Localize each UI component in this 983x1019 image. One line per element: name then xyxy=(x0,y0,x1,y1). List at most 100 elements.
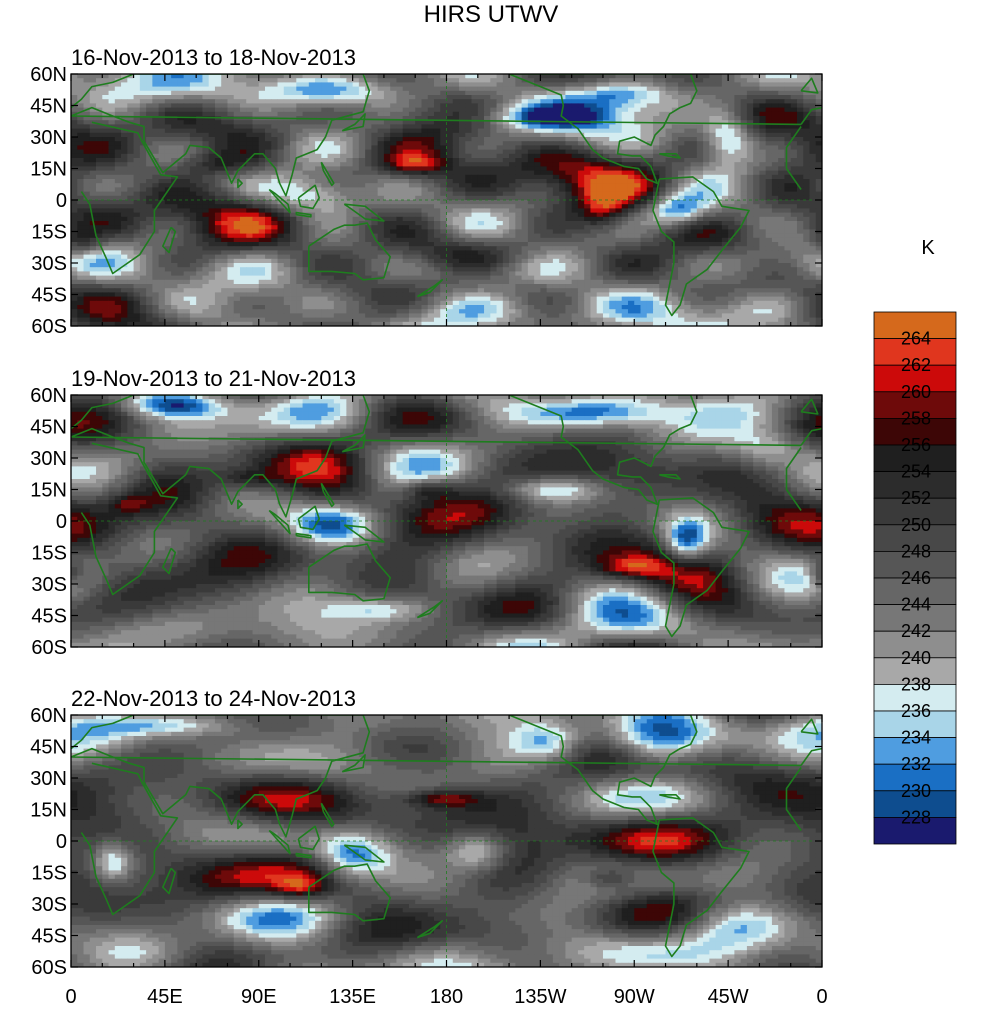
field-cell xyxy=(246,107,253,113)
field-cell xyxy=(208,124,216,129)
field-cell xyxy=(108,166,116,171)
field-cell xyxy=(559,212,566,218)
field-cell xyxy=(315,107,322,113)
field-cell xyxy=(365,74,372,79)
field-cell xyxy=(521,233,529,239)
field-cell xyxy=(152,179,160,184)
field-cell xyxy=(233,216,241,222)
field-cell xyxy=(534,86,541,92)
field-cell xyxy=(596,208,604,213)
field-cell xyxy=(684,124,691,129)
field-cell xyxy=(471,162,479,167)
field-cell xyxy=(340,145,347,150)
field-cell xyxy=(283,242,291,247)
field-cell xyxy=(627,116,635,121)
field-cell xyxy=(584,233,591,239)
field-cell xyxy=(809,187,817,192)
field-cell xyxy=(552,141,560,146)
field-cell xyxy=(596,216,604,222)
field-cell xyxy=(277,208,285,213)
field-cell xyxy=(189,237,197,243)
field-cell xyxy=(396,233,404,239)
field-cell xyxy=(753,145,760,150)
field-cell xyxy=(446,145,454,150)
field-cell xyxy=(459,200,466,205)
field-cell xyxy=(208,216,216,222)
field-cell xyxy=(239,158,247,163)
field-cell xyxy=(421,187,429,192)
field-cell xyxy=(640,74,648,79)
field-cell xyxy=(559,242,566,247)
field-cell xyxy=(596,204,604,209)
field-cell xyxy=(371,242,379,247)
field-cell xyxy=(671,174,679,180)
field-cell xyxy=(308,82,316,87)
field-cell xyxy=(258,200,266,205)
field-cell xyxy=(477,132,485,138)
field-cell xyxy=(315,200,322,205)
field-cell xyxy=(340,74,347,79)
field-cell xyxy=(790,95,798,100)
field-cell xyxy=(715,158,723,163)
field-cell xyxy=(796,141,804,146)
field-cell xyxy=(746,174,754,180)
field-cell xyxy=(546,124,554,129)
field-cell xyxy=(602,200,610,205)
field-cell xyxy=(108,221,116,226)
field-cell xyxy=(202,166,210,171)
field-cell xyxy=(740,145,748,150)
field-cell xyxy=(71,153,78,159)
field-cell xyxy=(778,237,785,243)
field-cell xyxy=(108,170,116,176)
field-cell xyxy=(371,82,379,87)
field-cell xyxy=(265,149,272,155)
field-cell xyxy=(183,200,191,205)
field-cell xyxy=(634,200,641,205)
field-cell xyxy=(396,179,404,184)
field-cell xyxy=(340,237,347,243)
field-cell xyxy=(296,187,303,192)
field-cell xyxy=(540,170,548,176)
field-cell xyxy=(584,191,591,197)
field-cell xyxy=(121,99,128,104)
field-cell xyxy=(796,128,804,134)
field-cell xyxy=(202,128,210,134)
field-cell xyxy=(408,90,416,96)
field-cell xyxy=(252,145,260,150)
field-cell xyxy=(452,107,460,113)
field-cell xyxy=(590,183,598,188)
field-cell xyxy=(214,107,222,113)
field-cell xyxy=(509,132,516,138)
field-cell xyxy=(728,212,735,218)
field-cell xyxy=(102,149,109,155)
field-cell xyxy=(340,132,347,138)
field-cell xyxy=(477,166,485,171)
field-cell xyxy=(208,166,216,171)
field-cell xyxy=(352,225,360,230)
field-cell xyxy=(715,132,723,138)
field-cell xyxy=(577,170,585,176)
field-cell xyxy=(108,132,116,138)
field-cell xyxy=(365,183,372,188)
field-cell xyxy=(565,128,573,134)
field-cell xyxy=(183,195,191,201)
field-cell xyxy=(239,132,247,138)
field-cell xyxy=(433,221,441,226)
field-cell xyxy=(690,124,698,129)
field-cell xyxy=(609,174,616,180)
field-cell xyxy=(221,246,228,251)
field-cell xyxy=(346,132,354,138)
field-cell xyxy=(540,74,548,79)
field-cell xyxy=(421,90,429,96)
field-cell xyxy=(446,195,454,201)
field-cell xyxy=(265,90,272,96)
field-cell xyxy=(146,200,153,205)
field-cell xyxy=(114,145,122,150)
field-cell xyxy=(196,229,203,234)
field-cell xyxy=(703,179,710,184)
field-cell xyxy=(490,233,497,239)
field-cell xyxy=(221,208,228,213)
field-cell xyxy=(383,170,391,176)
field-cell xyxy=(515,225,522,230)
field-cell xyxy=(803,242,810,247)
